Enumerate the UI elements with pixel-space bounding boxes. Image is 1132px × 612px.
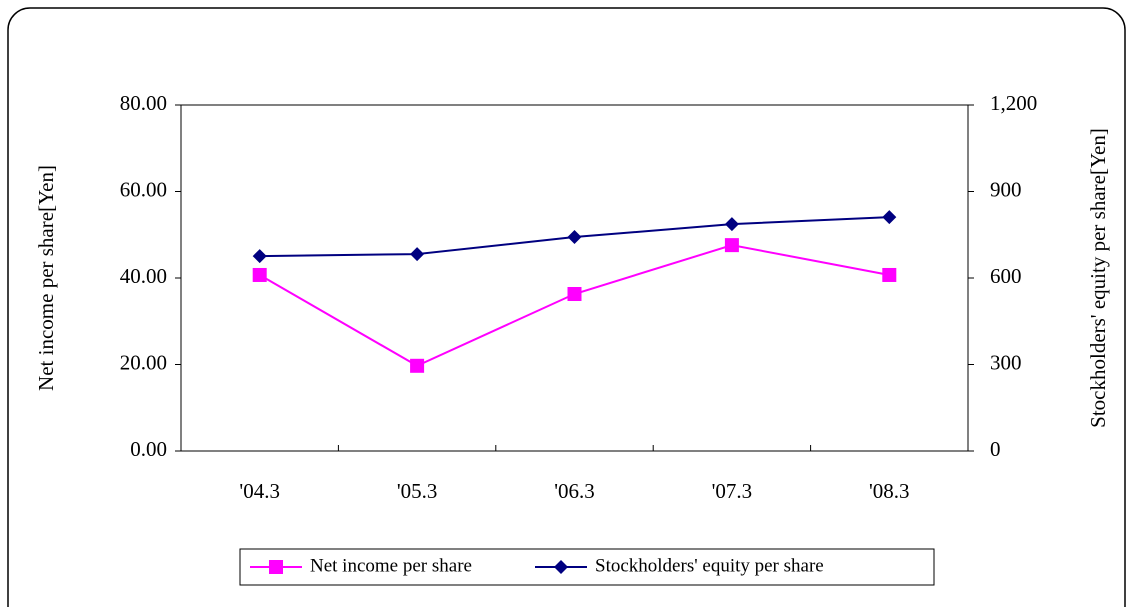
x-tick-label: '07.3 xyxy=(712,479,753,503)
data-point xyxy=(724,217,739,232)
y-tick-label: 60.00 xyxy=(120,177,167,201)
x-tick-label: '04.3 xyxy=(239,479,280,503)
data-point xyxy=(252,267,267,282)
y-tick-label: 0.00 xyxy=(130,437,167,461)
y2-axis-label: Stockholders' equity per share[Yen] xyxy=(1086,128,1110,428)
plot-area xyxy=(180,104,969,452)
y2-tick-label: 600 xyxy=(990,264,1022,288)
legend-label: Net income per share xyxy=(310,555,472,576)
y2-tick-label: 300 xyxy=(990,350,1022,374)
y-tick-label: 80.00 xyxy=(120,91,167,115)
y2-tick-label: 900 xyxy=(990,177,1022,201)
legend-marker xyxy=(269,560,283,574)
data-point xyxy=(724,238,739,253)
data-point xyxy=(882,210,897,225)
y2-tick-label: 0 xyxy=(990,437,1001,461)
data-point xyxy=(567,230,582,245)
data-point xyxy=(567,287,582,302)
y-axis-label: Net income per share[Yen] xyxy=(34,165,58,391)
legend-marker xyxy=(554,560,568,574)
x-tick-label: '06.3 xyxy=(554,479,595,503)
x-tick-label: '05.3 xyxy=(397,479,438,503)
data-point xyxy=(410,247,425,262)
data-point xyxy=(410,358,425,373)
legend-label: Stockholders' equity per share xyxy=(595,555,824,576)
y-tick-label: 20.00 xyxy=(120,350,167,374)
y2-tick-label: 1,200 xyxy=(990,91,1037,115)
y-tick-label: 40.00 xyxy=(120,264,167,288)
data-point xyxy=(882,267,897,282)
data-point xyxy=(252,249,267,264)
x-tick-label: '08.3 xyxy=(869,479,910,503)
